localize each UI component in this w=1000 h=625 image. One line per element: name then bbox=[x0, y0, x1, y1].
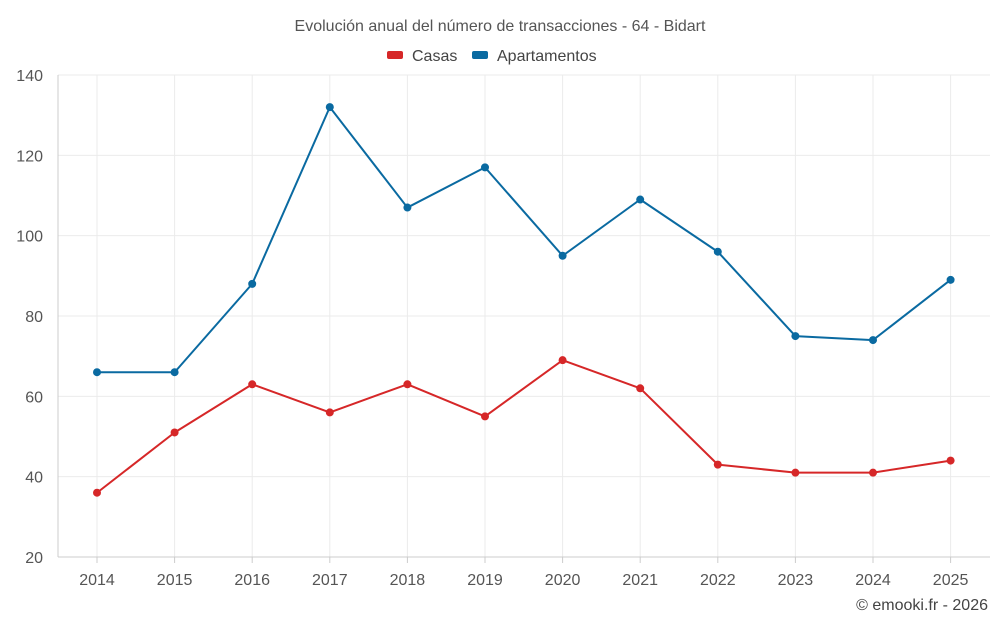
x-tick-label: 2016 bbox=[234, 572, 270, 589]
data-point bbox=[869, 336, 877, 345]
data-point bbox=[481, 412, 489, 421]
chart-title: Evolución anual del número de transaccio… bbox=[295, 18, 706, 35]
x-tick-label: 2014 bbox=[79, 572, 115, 589]
legend-label: Apartamentos bbox=[497, 48, 597, 65]
data-point bbox=[248, 380, 257, 389]
credit-text: © emooki.fr - 2026 bbox=[856, 597, 988, 614]
legend-swatch bbox=[472, 51, 488, 59]
legend: Casas Apartamentos bbox=[387, 48, 597, 65]
x-tick-label: 2018 bbox=[390, 572, 426, 589]
data-point bbox=[946, 456, 955, 465]
x-tick-label: 2015 bbox=[157, 572, 193, 589]
x-tick-label: 2019 bbox=[467, 572, 503, 589]
y-tick-label: 20 bbox=[25, 550, 43, 567]
data-point bbox=[403, 380, 412, 389]
legend-label: Casas bbox=[412, 48, 457, 65]
data-point bbox=[403, 203, 412, 212]
series-group bbox=[93, 103, 955, 497]
data-point bbox=[946, 275, 955, 284]
data-point bbox=[558, 251, 567, 260]
x-tick-label: 2021 bbox=[622, 572, 658, 589]
x-tick-label: 2025 bbox=[933, 572, 969, 589]
x-tick-label: 2023 bbox=[778, 572, 814, 589]
x-tick-label: 2017 bbox=[312, 572, 348, 589]
data-point bbox=[636, 384, 645, 393]
series-line bbox=[97, 106, 952, 374]
grid-lines bbox=[58, 74, 990, 557]
y-tick-label: 120 bbox=[16, 148, 43, 165]
data-point bbox=[791, 332, 800, 341]
series-casas bbox=[93, 356, 955, 497]
data-point bbox=[636, 195, 645, 204]
x-tick-label: 2022 bbox=[700, 572, 736, 589]
data-point bbox=[170, 368, 179, 377]
data-point bbox=[713, 460, 722, 469]
data-point bbox=[93, 368, 101, 377]
series-apartamentos bbox=[93, 103, 955, 377]
data-point bbox=[248, 279, 257, 288]
data-point bbox=[325, 408, 334, 417]
data-point bbox=[481, 163, 489, 172]
y-tick-label: 40 bbox=[25, 470, 43, 487]
data-point bbox=[713, 247, 722, 256]
data-point bbox=[325, 103, 334, 112]
legend-swatch bbox=[387, 51, 403, 59]
data-point bbox=[558, 356, 567, 365]
y-tick-label: 80 bbox=[25, 309, 43, 326]
y-tick-label: 140 bbox=[16, 68, 43, 85]
series-line bbox=[96, 359, 951, 494]
data-point bbox=[93, 488, 101, 497]
y-tick-label: 100 bbox=[16, 229, 43, 246]
axes: 20 40 60 80 100 120 140 2014 2015 2016 2017 2018 201… bbox=[16, 68, 990, 589]
y-tick-label: 60 bbox=[25, 389, 43, 406]
data-point bbox=[869, 468, 877, 477]
x-tick-label: 2020 bbox=[545, 572, 581, 589]
x-tick-label: 2024 bbox=[855, 572, 891, 589]
data-point bbox=[791, 468, 800, 477]
data-point bbox=[170, 428, 179, 437]
